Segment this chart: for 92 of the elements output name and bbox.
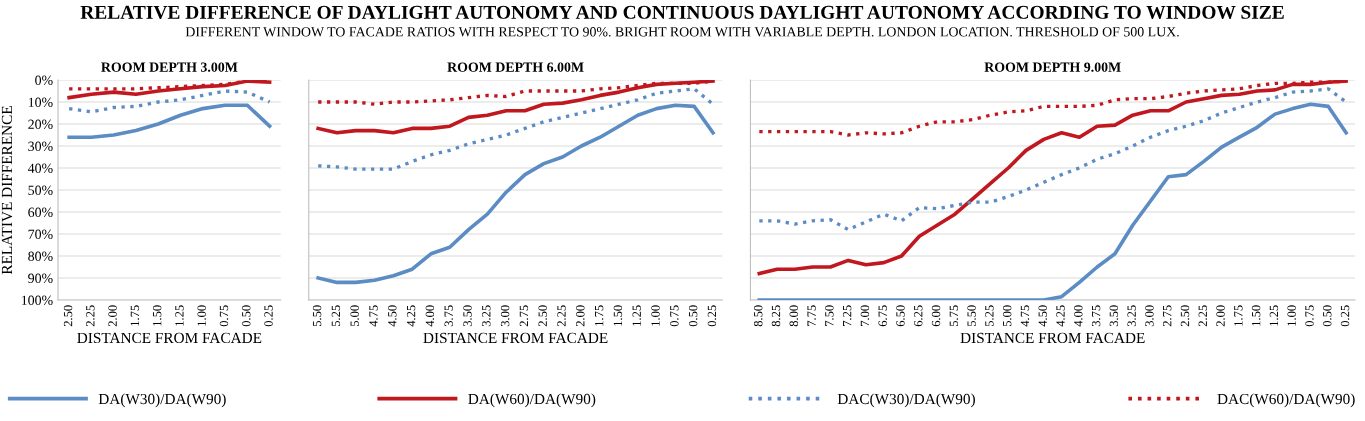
x-axis-title: DISTANCE FROM FACADE bbox=[960, 332, 1145, 344]
x-tick-label: 2.75 bbox=[519, 305, 529, 327]
legend-label: DA(W30)/DA(W90) bbox=[98, 393, 226, 408]
x-tick-label: 1.25 bbox=[1269, 305, 1279, 326]
y-tick-label: 60% bbox=[28, 207, 53, 217]
x-tick-label: 2.00 bbox=[576, 305, 585, 327]
x-tick-label: 2.25 bbox=[86, 305, 95, 327]
y-tick-label: 50% bbox=[28, 185, 53, 195]
y-tick-label: 70% bbox=[28, 229, 53, 239]
x-tick-label: 1.25 bbox=[175, 305, 184, 326]
x-tick-label: 1.00 bbox=[651, 305, 660, 326]
x-tick-label: 4.50 bbox=[1038, 305, 1047, 327]
y-tick-label: 80% bbox=[28, 251, 53, 261]
x-tick-label: 5.50 bbox=[312, 305, 322, 327]
x-tick-label: 0.50 bbox=[688, 305, 698, 327]
x-tick-label: 4.75 bbox=[1020, 305, 1030, 327]
x-tick-label: 0.75 bbox=[219, 305, 229, 327]
x-tick-label: 7.75 bbox=[807, 305, 816, 326]
x-tick-label: 6.50 bbox=[896, 305, 905, 327]
y-tick-label: 30% bbox=[28, 141, 53, 151]
x-tick-label: 0.25 bbox=[1340, 305, 1350, 327]
text: RELATIVE DIFFERENCE OF DAYLIGHT AUTONOMY AND CONTINUOUS DAYLIGHT AUTONOMY ACCORDING TO WINDOW SIZE bbox=[80, 5, 1284, 19]
chart-title: ROOM DEPTH 9.00M bbox=[984, 62, 1121, 72]
x-tick-label: 0.25 bbox=[707, 305, 717, 327]
y-tick-label: 20% bbox=[28, 119, 53, 129]
x-tick-label: 0.50 bbox=[1323, 305, 1332, 327]
x-tick-label: 2.00 bbox=[1216, 305, 1225, 327]
x-tick-label: 0.25 bbox=[264, 305, 273, 327]
x-tick-label: 4.25 bbox=[1056, 305, 1065, 327]
x-tick-label: 1.50 bbox=[613, 305, 623, 326]
x-tick-label: 1.00 bbox=[197, 305, 206, 326]
x-tick-label: 2.75 bbox=[1163, 305, 1172, 327]
x-tick-label: 2.00 bbox=[108, 305, 117, 327]
y-tick-label: 10% bbox=[28, 97, 53, 107]
x-tick-label: 7.50 bbox=[825, 305, 834, 326]
x-tick-label: 0.75 bbox=[1305, 305, 1314, 327]
x-tick-label: 1.75 bbox=[594, 305, 604, 326]
line-series bbox=[67, 89, 272, 114]
legend-label: DAC(W60)/DA(W90) bbox=[1217, 393, 1355, 408]
x-tick-label: 8.00 bbox=[789, 305, 799, 327]
x-tick-label: 4.50 bbox=[388, 305, 397, 327]
x-tick-label: 2.50 bbox=[63, 305, 73, 327]
x-axis-title: DISTANCE FROM FACADE bbox=[77, 332, 262, 344]
x-tick-label: 1.75 bbox=[130, 305, 140, 326]
x-tick-label: 5.50 bbox=[967, 305, 976, 327]
x-tick-label: 4.75 bbox=[369, 305, 378, 327]
x-tick-label: 1.50 bbox=[152, 305, 162, 326]
x-tick-label: 0.50 bbox=[242, 305, 251, 327]
x-tick-label: 2.25 bbox=[1198, 305, 1208, 327]
x-tick-label: 5.25 bbox=[331, 305, 341, 327]
x-tick-label: 6.00 bbox=[931, 305, 941, 327]
x-tick-label: 4.00 bbox=[1074, 305, 1083, 327]
chart-title: ROOM DEPTH 6.00M bbox=[447, 62, 584, 72]
x-tick-label: 1.25 bbox=[632, 305, 641, 326]
legend-label: DAC(W30)/DA(W90) bbox=[837, 393, 975, 408]
x-tick-label: 5.00 bbox=[350, 305, 359, 327]
x-tick-label: 3.00 bbox=[1145, 305, 1154, 327]
x-tick-label: 2.50 bbox=[538, 305, 547, 327]
x-tick-label: 5.75 bbox=[949, 305, 959, 327]
x-tick-label: 3.25 bbox=[482, 305, 491, 327]
x-tick-label: 1.00 bbox=[1287, 305, 1296, 326]
x-tick-label: 7.25 bbox=[842, 305, 852, 326]
x-tick-label: 8.50 bbox=[753, 305, 763, 327]
x-tick-label: 1.75 bbox=[1234, 305, 1243, 326]
x-tick-label: 4.25 bbox=[406, 305, 416, 327]
text: DIFFERENT WINDOW TO FACADE RATIOS WITH RESPECT TO 90%. BRIGHT ROOM WITH VARIABLE DEPTH. LONDON LOCATION. THRESHOLD OF 500 LUX. bbox=[185, 27, 1179, 37]
x-tick-label: 3.25 bbox=[1127, 305, 1136, 327]
x-tick-label: 3.50 bbox=[1109, 305, 1119, 327]
chart-title: ROOM DEPTH 3.00M bbox=[101, 62, 238, 72]
x-tick-label: 4.00 bbox=[425, 305, 435, 327]
x-tick-label: 7.00 bbox=[860, 305, 870, 326]
y-tick-label: 100% bbox=[21, 295, 53, 305]
y-tick-label: 90% bbox=[28, 273, 53, 283]
x-tick-label: 6.25 bbox=[914, 305, 923, 327]
x-tick-label: 3.75 bbox=[1091, 305, 1101, 327]
x-tick-label: 2.25 bbox=[557, 305, 566, 327]
x-tick-label: 5.25 bbox=[985, 305, 994, 327]
x-tick-label: 2.50 bbox=[1180, 305, 1190, 327]
x-tick-label: 3.50 bbox=[463, 305, 472, 327]
x-tick-label: 5.00 bbox=[1002, 305, 1012, 327]
y-axis-title: RELATIVE DIFFERENCE bbox=[1, 106, 13, 275]
legend-label: DA(W60)/DA(W90) bbox=[468, 393, 596, 408]
x-tick-label: 8.25 bbox=[771, 305, 781, 327]
x-tick-label: 3.00 bbox=[500, 305, 510, 327]
x-tick-label: 0.75 bbox=[670, 305, 679, 327]
x-tick-label: 6.75 bbox=[878, 305, 887, 327]
x-tick-label: 3.75 bbox=[444, 305, 453, 327]
x-axis-title: DISTANCE FROM FACADE bbox=[423, 332, 608, 344]
y-tick-label: 40% bbox=[27, 163, 53, 173]
y-tick-label: 0% bbox=[35, 75, 53, 85]
line-series bbox=[67, 103, 272, 140]
x-tick-label: 1.50 bbox=[1251, 305, 1261, 326]
